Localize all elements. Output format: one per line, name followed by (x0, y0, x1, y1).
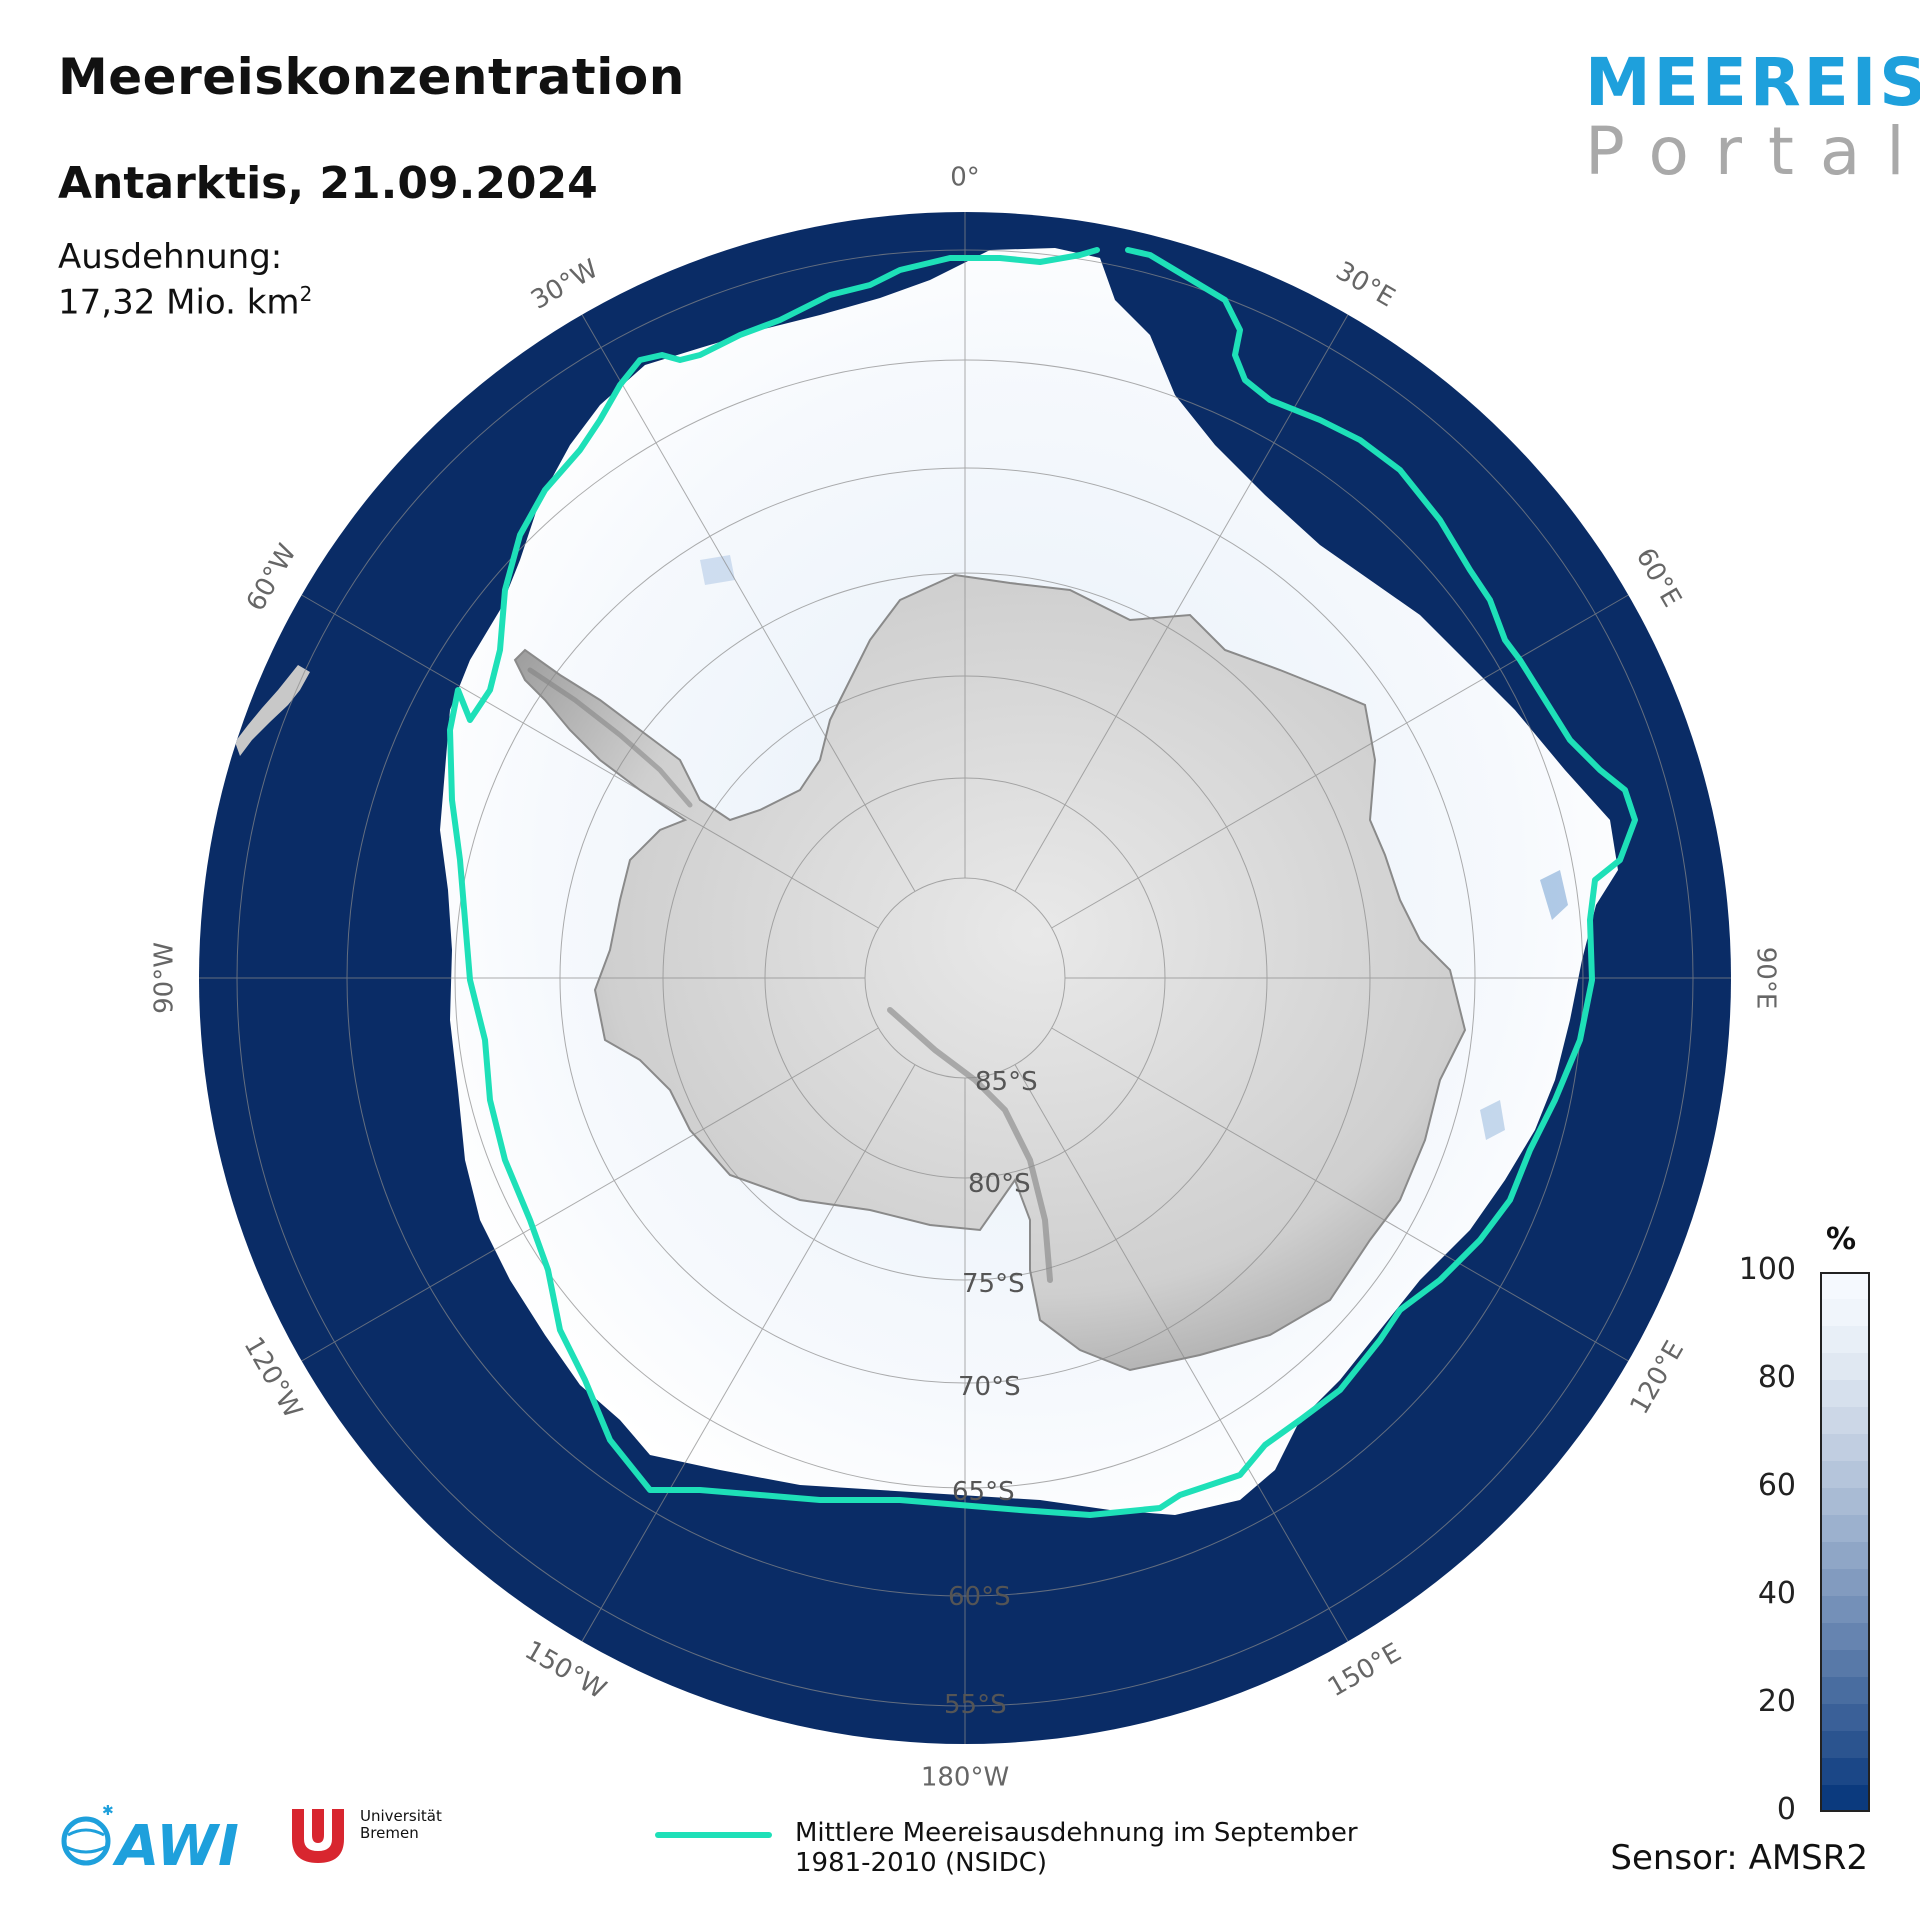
colorbar-tick-100: 100 (1738, 1252, 1796, 1287)
awi-globe-icon (61, 1816, 111, 1866)
colorbar-tick-0: 0 (1776, 1792, 1796, 1827)
colorbar-step (1821, 1461, 1869, 1489)
colorbar-unit: % (1826, 1222, 1857, 1257)
meridian-line (301, 594, 879, 929)
logo-meereis-text: MEEREIS (1585, 44, 1920, 121)
meridian-line (1051, 1027, 1629, 1362)
colorbar (1820, 1272, 1870, 1812)
legend-line1: Mittlere Meereisausdehnung im September (795, 1818, 1358, 1848)
awi-logo: ✱ AWI (61, 1805, 239, 1875)
uni-bremen-logo-icon (292, 1809, 344, 1863)
colorbar-step (1821, 1515, 1869, 1543)
colorbar-step (1821, 1299, 1869, 1327)
uni-bremen-line2: Bremen (360, 1824, 419, 1842)
meridian-line (1014, 1064, 1349, 1642)
colorbar-step (1821, 1542, 1869, 1570)
low-concentration-patch (700, 555, 735, 585)
meridian-line (581, 1064, 916, 1642)
extent-value: 17,32 Mio. km2 (58, 282, 312, 322)
transantarctic-mountains (887, 1007, 1053, 1283)
colorbar-step (1821, 1326, 1869, 1354)
antarctic-peninsula-ridge (527, 667, 693, 808)
longitude-label: 90°E (1751, 947, 1781, 1010)
longitude-label: 30°W (526, 254, 603, 316)
colorbar-step (1821, 1623, 1869, 1651)
map-subtitle: Antarktis, 21.09.2024 (58, 158, 598, 209)
colorbar-step (1821, 1380, 1869, 1408)
lat-label-70: 70°S (958, 1372, 1021, 1402)
lat-label-75: 75°S (962, 1269, 1025, 1299)
legend-text: Mittlere Meereisausdehnung im September … (795, 1818, 1358, 1878)
antarctica-land (513, 573, 1467, 1372)
colorbar-step (1821, 1731, 1869, 1759)
colorbar-step (1821, 1272, 1869, 1300)
colorbar-frame (1820, 1272, 1870, 1812)
longitude-label: 60°W (241, 539, 303, 616)
uni-bremen-text: Universität Bremen (360, 1808, 442, 1842)
colorbar-step (1821, 1785, 1869, 1812)
graticule (199, 212, 1731, 1744)
meridian-line (581, 314, 916, 892)
longitude-label: 60°E (1630, 543, 1687, 612)
meridian-line (1051, 594, 1629, 929)
sensor-label: Sensor: AMSR2 (1610, 1838, 1868, 1878)
low-concentration-patch (1480, 1100, 1505, 1140)
colorbar-tick-40: 40 (1757, 1576, 1796, 1611)
extent-unit-superscript: 2 (299, 282, 313, 306)
meridian-line (301, 1027, 879, 1362)
awi-globe-lines-icon (65, 1828, 107, 1854)
meereisportal-logo: MEEREIS Portal (1585, 44, 1920, 190)
longitude-label: 90°W (150, 942, 180, 1014)
longitude-label: 0° (950, 163, 980, 193)
low-concentration-patch (1540, 870, 1568, 920)
colorbar-step (1821, 1758, 1869, 1786)
colorbar-step (1821, 1488, 1869, 1516)
colorbar-step (1821, 1407, 1869, 1435)
lat-label-80: 80°S (968, 1169, 1031, 1199)
colorbar-step (1821, 1353, 1869, 1381)
colorbar-step (1821, 1677, 1869, 1705)
colorbar-tick-20: 20 (1757, 1684, 1796, 1719)
map-title: Meereiskonzentration (58, 48, 685, 106)
colorbar-tick-80: 80 (1757, 1360, 1796, 1395)
awi-wordmark: AWI (112, 1814, 239, 1875)
colorbar-step (1821, 1704, 1869, 1732)
logo-portal-text: Portal (1585, 113, 1920, 190)
colorbar-step (1821, 1434, 1869, 1462)
legend-line2: 1981-2010 (NSIDC) (795, 1848, 1048, 1878)
longitude-label: 30°E (1331, 256, 1400, 313)
colorbar-step (1821, 1596, 1869, 1624)
legend-mean-edge-swatch (655, 1832, 772, 1838)
uni-bremen-line1: Universität (360, 1807, 442, 1825)
colorbar-tick-60: 60 (1757, 1468, 1796, 1503)
lat-label-55: 55°S (944, 1690, 1007, 1720)
extent-number: 17,32 Mio. km (58, 282, 300, 323)
colorbar-step (1821, 1569, 1869, 1597)
extent-label: Ausdehnung: (58, 237, 283, 277)
lat-label-85: 85°S (975, 1067, 1038, 1097)
south-america-tip (235, 665, 310, 756)
mean-september-ice-edge (447, 247, 1638, 1518)
lat-label-65: 65°S (952, 1477, 1015, 1507)
lat-label-60: 60°S (948, 1582, 1011, 1612)
longitude-label: 180°W (921, 1763, 1009, 1793)
colorbar-step (1821, 1650, 1869, 1678)
awi-star-icon: ✱ (102, 1805, 114, 1819)
